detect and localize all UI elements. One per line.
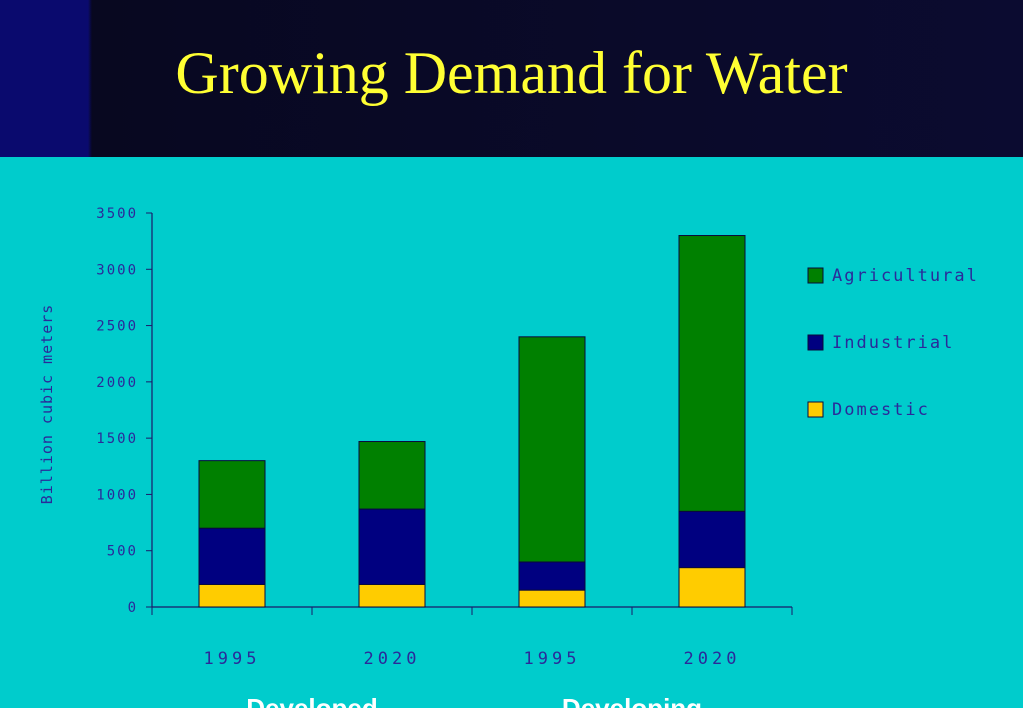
- y-tick-label: 2000: [96, 375, 138, 391]
- bar-segment-agricultural: [678, 235, 746, 512]
- legend-swatch-industrial: [807, 334, 824, 351]
- legend-label-agricultural: Agricultural: [832, 266, 979, 286]
- axes: 0 500 1000 1500 2000 2500 3000 3500: [96, 206, 793, 616]
- x-tick-label: 2020: [684, 649, 741, 669]
- y-tick-label: 1000: [96, 487, 138, 503]
- x-tick-label: 1995: [204, 649, 261, 669]
- legend-swatch-domestic: [807, 401, 824, 418]
- y-tick-label: 500: [107, 544, 138, 560]
- bar-segment-industrial: [678, 510, 746, 569]
- y-axis-label: Billion cubic meters: [38, 304, 56, 505]
- bar-segment-industrial: [358, 508, 426, 585]
- title-banner: Growing Demand for Water: [0, 0, 1023, 157]
- bar-segment-domestic: [518, 589, 586, 608]
- x-axis-labels: 1995 2020 1995 2020 Developed Developing: [204, 649, 741, 708]
- y-tick-label: 3500: [96, 206, 138, 222]
- bar-segment-industrial: [518, 561, 586, 591]
- bar-segment-industrial: [198, 527, 266, 585]
- legend-swatch-agricultural: [807, 267, 824, 284]
- bars: [198, 235, 746, 608]
- bar-segment-domestic: [198, 583, 266, 608]
- bar-segment-agricultural: [198, 460, 266, 529]
- y-tick-label: 3000: [96, 262, 138, 278]
- legend-label-industrial: Industrial: [832, 333, 954, 353]
- bar-segment-agricultural: [518, 336, 586, 563]
- group-label: Developed: [246, 693, 378, 708]
- x-tick-label: 1995: [524, 649, 581, 669]
- slide-title: Growing Demand for Water: [175, 40, 848, 106]
- y-axis-label-group: Billion cubic meters: [38, 304, 56, 505]
- legend: Agricultural Industrial Domestic: [807, 266, 979, 420]
- bar-segment-domestic: [678, 567, 746, 608]
- bar-segment-domestic: [358, 583, 426, 608]
- y-tick-label: 1500: [96, 431, 138, 447]
- bar-chart: Billion cubic meters 0 500 1000 1500 2000 250…: [38, 206, 979, 708]
- group-label: Developing: [562, 693, 702, 708]
- y-tick-label: 2500: [96, 319, 138, 335]
- x-tick-label: 2020: [364, 649, 421, 669]
- y-tick-label: 0: [128, 600, 138, 616]
- legend-label-domestic: Domestic: [832, 400, 930, 420]
- bar-segment-agricultural: [358, 441, 426, 510]
